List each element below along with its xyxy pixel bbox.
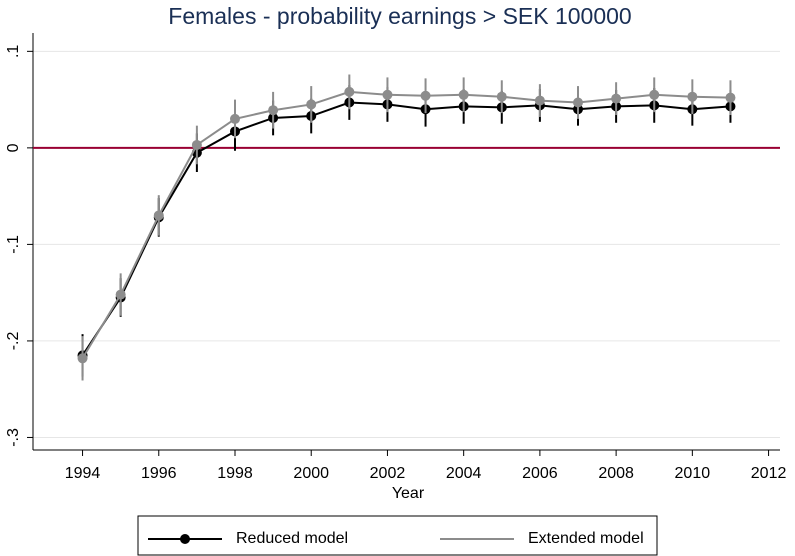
x-axis-label: Year <box>392 485 425 502</box>
chart-title: Females - probability earnings > SEK 100… <box>168 3 631 29</box>
point <box>534 95 545 106</box>
point <box>77 353 88 364</box>
y-tick-label: -.3 <box>5 428 22 447</box>
point <box>649 89 660 100</box>
point <box>268 105 279 116</box>
x-tick-label: 2000 <box>293 465 329 482</box>
x-tick-label: 2006 <box>522 465 558 482</box>
x-tick-label: 2004 <box>446 465 482 482</box>
legend-box <box>137 515 658 556</box>
x-tick-label: 1996 <box>141 465 177 482</box>
x-tick-label: 1998 <box>217 465 253 482</box>
point <box>229 113 240 124</box>
legend-label: Reduced model <box>236 530 348 547</box>
point <box>496 91 507 102</box>
point <box>420 90 431 101</box>
point <box>725 92 736 103</box>
point <box>458 89 469 100</box>
y-tick-label: .1 <box>5 45 22 58</box>
point <box>611 93 622 104</box>
series-line <box>81 101 731 356</box>
point <box>191 139 202 150</box>
point <box>344 86 355 97</box>
series-line <box>81 90 731 359</box>
x-tick-label: 2012 <box>751 465 787 482</box>
x-tick-label: 2008 <box>598 465 634 482</box>
point <box>306 99 317 110</box>
point <box>687 91 698 102</box>
point <box>115 289 126 300</box>
y-tick-label: 0 <box>5 143 22 152</box>
legend-label: Extended model <box>528 530 644 547</box>
y-tick-label: -.1 <box>5 235 22 254</box>
point <box>153 210 164 221</box>
legend-marker <box>180 534 190 544</box>
point <box>573 97 584 108</box>
x-tick-label: 2002 <box>370 465 406 482</box>
y-tick-label: -.2 <box>5 331 22 350</box>
x-tick-label: 2010 <box>675 465 711 482</box>
x-tick-label: 1994 <box>65 465 101 482</box>
point <box>382 89 393 100</box>
